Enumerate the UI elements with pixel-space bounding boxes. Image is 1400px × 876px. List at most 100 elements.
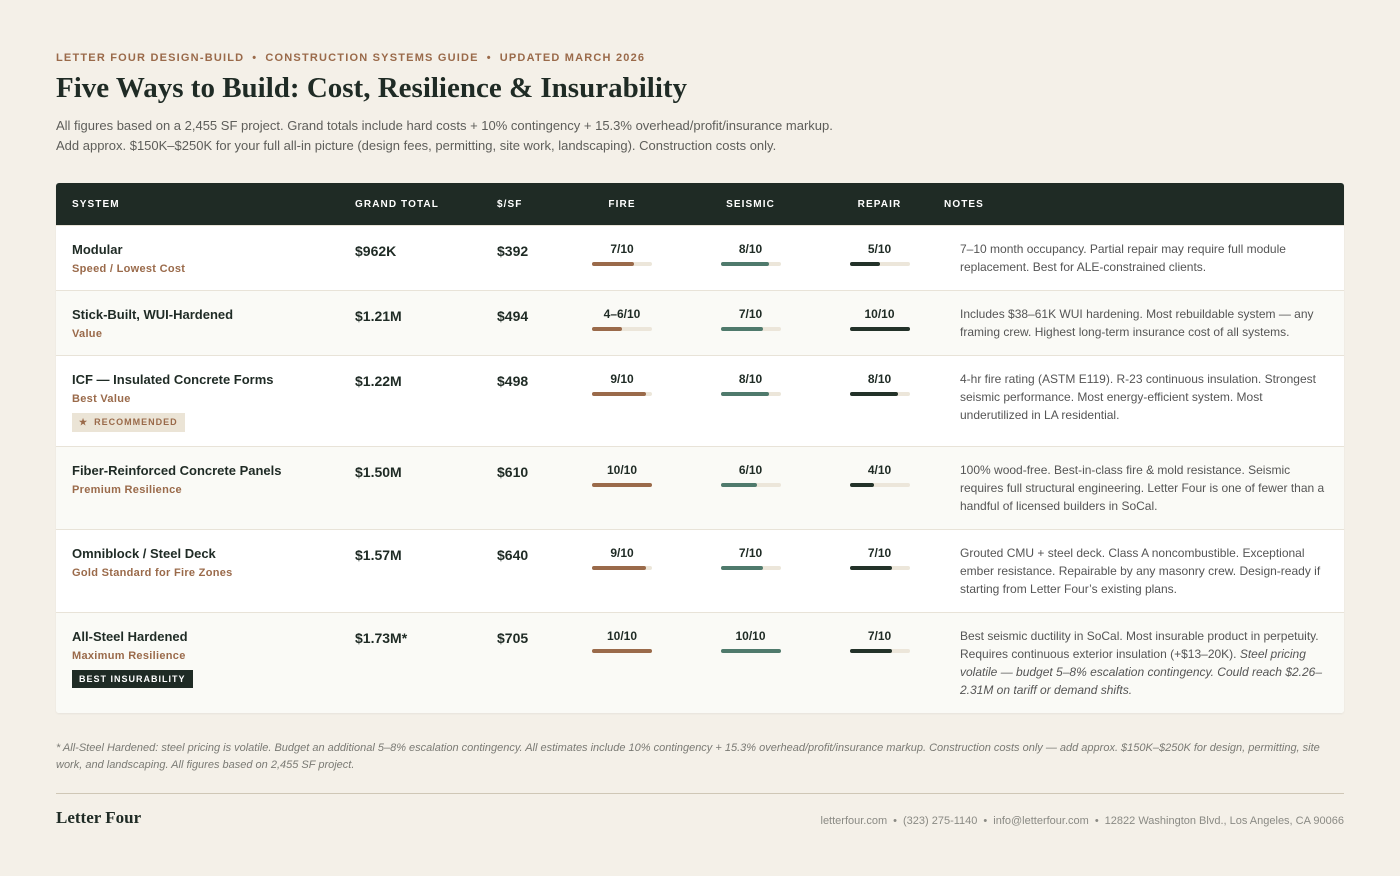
notes: 7–10 month occupancy. Partial repair may… <box>944 240 1344 276</box>
fire-score: 10/10 <box>558 463 686 515</box>
score-track <box>592 566 652 570</box>
item: UPDATED MARCH 2026 <box>499 52 646 64</box>
score-bar <box>592 262 634 266</box>
score-label: 8/10 <box>867 372 892 386</box>
grand-total: $962K <box>355 243 397 259</box>
repair-score: 8/10 <box>815 372 944 432</box>
fire-score: 9/10 <box>558 546 686 598</box>
notes-text: Includes $38–61K WUI hardening. Most reb… <box>960 307 1314 339</box>
header-row: SYSTEM GRAND TOTAL $/SF FIRE SEISMIC REPAIR NO… <box>56 183 1344 226</box>
eyebrow: LETTER FOUR DESIGN-BUILD • CONSTRUCTION SY… <box>56 52 645 64</box>
item: 12822 Washington Blvd., Los Angeles, CA … <box>1104 815 1344 827</box>
badge: BEST INSURABILITY <box>72 670 193 688</box>
score-track <box>720 262 781 266</box>
item: letterfour.com <box>820 815 888 827</box>
seismic-score: 7/10 <box>686 546 815 598</box>
fire-score: 4–6/10 <box>558 307 686 341</box>
system-cell: All-Steel Hardened Maximum Resilience BEST… <box>56 629 355 699</box>
notes-caution: Steel pricing volatile — budget 5–8% esc… <box>960 647 1323 697</box>
score-bar <box>592 649 652 653</box>
seismic-score: 8/10 <box>686 242 815 276</box>
system-name: Stick-Built, WUI-Hardened <box>72 307 234 322</box>
notes: 4-hr fire rating (ASTM E119). R-23 conti… <box>944 370 1344 432</box>
system-name: ICF — Insulated Concrete Forms <box>72 372 274 387</box>
notes: Grouted CMU + steel deck. Class A noncom… <box>944 544 1344 598</box>
repair-score: 10/10 <box>815 307 944 341</box>
system-cell: Stick-Built, WUI-Hardened Value <box>56 307 355 341</box>
system-name: Fiber-Reinforced Concrete Panels <box>72 463 282 478</box>
item: CONSTRUCTION SYSTEMS GUIDE <box>265 52 479 64</box>
column-header: SEISMIC <box>726 198 775 210</box>
score-bar <box>849 566 892 570</box>
table-row: Omniblock / Steel Deck Gold Standard for … <box>56 530 1344 613</box>
score-track <box>592 649 652 653</box>
price-per-sf: $610 <box>497 464 529 480</box>
brand: Letter Four <box>56 808 142 827</box>
score-bar <box>849 649 892 653</box>
score-bar <box>849 327 910 331</box>
score-label: 8/10 <box>738 242 763 256</box>
system-name: Omniblock / Steel Deck <box>72 546 216 561</box>
separator: • <box>983 815 988 827</box>
footnote: * All-Steel Hardened: steel pricing is v… <box>56 742 1320 771</box>
column-header: REPAIR <box>857 198 902 210</box>
score-track <box>592 392 652 396</box>
score-track <box>592 262 652 266</box>
fire-score: 10/10 <box>558 629 686 699</box>
table-row: Stick-Built, WUI-Hardened Value $1.21M $494… <box>56 291 1344 356</box>
grand-total: $1.22M <box>355 373 402 389</box>
column-header: FIRE <box>608 198 636 210</box>
notes-text: Grouted CMU + steel deck. Class A noncom… <box>960 546 1321 596</box>
score-label: 9/10 <box>610 546 634 560</box>
grand-total: $1.50M <box>355 464 402 480</box>
price-per-sf: $392 <box>497 243 529 259</box>
column-header: NOTES <box>944 198 984 210</box>
seismic-score: 6/10 <box>686 463 815 515</box>
item: LETTER FOUR DESIGN-BUILD <box>56 52 245 64</box>
score-bar <box>849 262 880 266</box>
separator: • <box>486 52 492 64</box>
system-name: All-Steel Hardened <box>72 629 188 644</box>
seismic-score: 10/10 <box>686 629 815 699</box>
score-label: 6/10 <box>738 463 763 477</box>
system-tag: Gold Standard for Fire Zones <box>72 567 233 579</box>
grand-total: $1.21M <box>355 308 402 324</box>
title: Five Ways to Build: Cost, Resilience & I… <box>56 72 688 104</box>
system-cell: Omniblock / Steel Deck Gold Standard for … <box>56 546 355 598</box>
score-track <box>720 392 781 396</box>
separator: • <box>252 52 258 64</box>
column-header: $/SF <box>497 198 523 210</box>
score-track <box>849 483 910 487</box>
seismic-score: 8/10 <box>686 372 815 432</box>
score-track <box>720 566 781 570</box>
column-header: SYSTEM <box>72 198 120 210</box>
score-label: 7/10 <box>738 546 763 560</box>
score-label: 10/10 <box>864 307 895 321</box>
seismic-score: 7/10 <box>686 307 815 341</box>
score-track <box>592 327 652 331</box>
score-label: 10/10 <box>735 629 766 643</box>
table-row: Fiber-Reinforced Concrete Panels Premium … <box>56 447 1344 530</box>
fire-score: 7/10 <box>558 242 686 276</box>
table-row: Modular Speed / Lowest Cost $962K $392 7/10 8… <box>56 226 1344 291</box>
system-tag: Value <box>72 328 103 340</box>
score-bar <box>720 327 763 331</box>
notes: 100% wood-free. Best-in-class fire & mol… <box>944 461 1344 515</box>
price-per-sf: $494 <box>497 308 529 324</box>
price-per-sf: $498 <box>497 373 529 389</box>
grand-total: $1.73M* <box>355 630 408 646</box>
comparison-table: SYSTEM GRAND TOTAL $/SF FIRE SEISMIC REPAIR NO… <box>56 183 1344 713</box>
system-tag: Maximum Resilience <box>72 650 186 662</box>
score-track <box>849 392 910 396</box>
system-tag: Speed / Lowest Cost <box>72 263 186 275</box>
score-label: 7/10 <box>867 629 892 643</box>
score-bar <box>849 483 874 487</box>
score-bar <box>592 327 622 331</box>
score-label: 10/10 <box>606 463 638 477</box>
score-bar <box>592 392 646 396</box>
score-track <box>592 483 652 487</box>
score-bar <box>592 483 652 487</box>
system-cell: Fiber-Reinforced Concrete Panels Premium … <box>56 463 355 515</box>
item: info@letterfour.com <box>993 815 1089 827</box>
